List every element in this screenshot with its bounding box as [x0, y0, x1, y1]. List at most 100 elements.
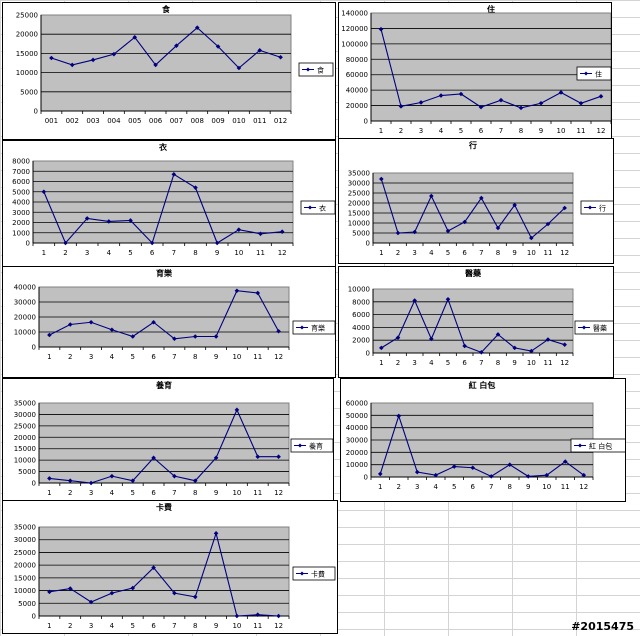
x-tick-label: 4 [110, 353, 115, 361]
chart-panel-9[interactable]: 卡費 0 5000 10000 15000 20000 25000 30000 35000 1 2 3… [2, 500, 338, 634]
data-point [470, 465, 476, 471]
y-tick-label: 10000 [348, 220, 370, 228]
x-tick-label: 9 [539, 127, 543, 135]
data-point [498, 97, 504, 103]
x-tick-label: 011 [253, 117, 266, 125]
y-tick-label: 10000 [16, 69, 38, 77]
chart-panel-1[interactable]: 食 0 5000 10000 15000 20000 25000 001 002 003 004 00… [2, 2, 336, 140]
x-tick-label: 11 [544, 359, 553, 367]
data-point [529, 235, 534, 241]
x-tick-label: 1 [42, 249, 46, 257]
data-point [67, 586, 73, 591]
x-tick-label: 003 [86, 117, 99, 125]
x-tick-label: 1 [47, 489, 51, 497]
y-tick-label: 80000 [346, 56, 368, 64]
legend-box [298, 62, 334, 77]
data-point [398, 104, 404, 109]
x-tick-label: 001 [45, 117, 58, 125]
plot-area [372, 288, 574, 354]
x-tick-label: 7 [172, 622, 176, 630]
x-tick-label: 1 [378, 483, 382, 491]
y-tick-label: 100000 [341, 40, 368, 48]
x-tick-label: 2 [396, 249, 400, 257]
y-tick-label: 15000 [14, 445, 36, 453]
data-point [213, 531, 219, 536]
y-tick-label: 6000 [12, 178, 30, 186]
data-point [278, 54, 283, 60]
chart-panel-4[interactable]: 行 0 5000 10000 15000 20000 25000 30000 35000 1 2 3 4… [338, 138, 614, 264]
series-line [380, 29, 602, 109]
x-tick-label: 5 [131, 489, 135, 497]
chart-title: 卡費 [156, 502, 172, 512]
y-tick-label: 35000 [14, 400, 36, 408]
x-tick-label: 12 [560, 359, 569, 367]
x-tick-label: 10 [232, 353, 241, 361]
y-tick-label: 10000 [14, 457, 36, 465]
y-tick-label: 15000 [348, 210, 370, 218]
chart-panel-7[interactable]: 養育 0 5000 10000 15000 20000 25000 30000 35000 1 2 3… [2, 378, 334, 502]
y-tick-label: 20000 [348, 200, 370, 208]
legend-marker [298, 443, 302, 448]
data-point [214, 240, 220, 246]
y-tick-label: 5000 [18, 468, 36, 476]
data-point [512, 202, 517, 208]
x-tick-label: 11 [577, 127, 586, 135]
x-tick-label: 4 [107, 249, 112, 257]
data-point [88, 480, 94, 486]
y-tick-label: 8000 [12, 158, 30, 166]
x-tick-label: 4 [434, 483, 439, 491]
x-tick-label: 1 [379, 359, 383, 367]
legend-marker [584, 71, 588, 76]
y-tick-label: 0 [366, 240, 370, 248]
x-tick-label: 8 [496, 359, 500, 367]
x-tick-label: 10 [527, 359, 536, 367]
legend-box [576, 66, 611, 81]
data-point [84, 216, 90, 221]
chart-panel-6[interactable]: 醫藥 0 2000 4000 6000 8000 10000 1 2 3 4 5 6 7 8 9 10 11 12 醫… [338, 266, 614, 378]
legend-box [570, 438, 625, 453]
y-tick-label: 5000 [20, 88, 38, 96]
x-tick-label: 11 [561, 483, 570, 491]
data-point [172, 590, 177, 596]
data-point [258, 231, 263, 237]
chart-2: 住 0 20000 40000 60000 80000 100000 120000 140000… [341, 4, 611, 135]
data-point [88, 319, 94, 325]
x-tick-label: 8 [519, 127, 523, 135]
x-tick-label: 3 [89, 353, 93, 361]
chart-panel-5[interactable]: 育樂 0 10000 20000 30000 40000 1 2 3 4 5 6 7 8 9 10 11 12 育樂 [2, 266, 336, 378]
x-tick-label: 1 [47, 622, 51, 630]
x-tick-label: 12 [579, 483, 588, 491]
x-tick-label: 5 [128, 249, 132, 257]
chart-title: 育樂 [156, 268, 173, 278]
chart-panel-3[interactable]: 衣 0 1000 2000 3000 4000 5000 6000 7000 8000 1 2 3 4 5 6… [2, 140, 336, 267]
data-point [193, 185, 198, 190]
x-tick-label: 5 [446, 249, 450, 257]
series-line [43, 173, 283, 245]
data-point [257, 48, 263, 53]
chart-title: 行 [468, 140, 477, 150]
x-tick-label: 6 [479, 127, 484, 135]
legend-label: 醫藥 [593, 324, 607, 333]
chart-panel-2[interactable]: 住 0 20000 40000 60000 80000 100000 120000 140000… [338, 2, 612, 142]
y-tick-label: 0 [32, 613, 36, 621]
data-point [151, 319, 156, 325]
x-tick-label: 3 [85, 249, 89, 257]
x-tick-label: 012 [274, 117, 287, 125]
x-tick-label: 7 [172, 249, 176, 257]
chart-panel-8[interactable]: 紅 白包 0 10000 20000 30000 40000 50000 60000 1 2 3 4 5… [340, 378, 626, 502]
x-tick-label: 2 [68, 622, 72, 630]
x-tick-label: 3 [412, 249, 416, 257]
data-point [47, 332, 52, 338]
x-tick-label: 4 [110, 489, 115, 497]
series-line [49, 531, 279, 617]
data-point [377, 471, 383, 477]
y-tick-label: 5000 [12, 188, 30, 196]
data-point [478, 104, 484, 110]
legend-box [292, 566, 336, 581]
x-tick-label: 1 [47, 353, 51, 361]
x-tick-label: 002 [66, 117, 79, 125]
x-tick-label: 8 [193, 489, 197, 497]
